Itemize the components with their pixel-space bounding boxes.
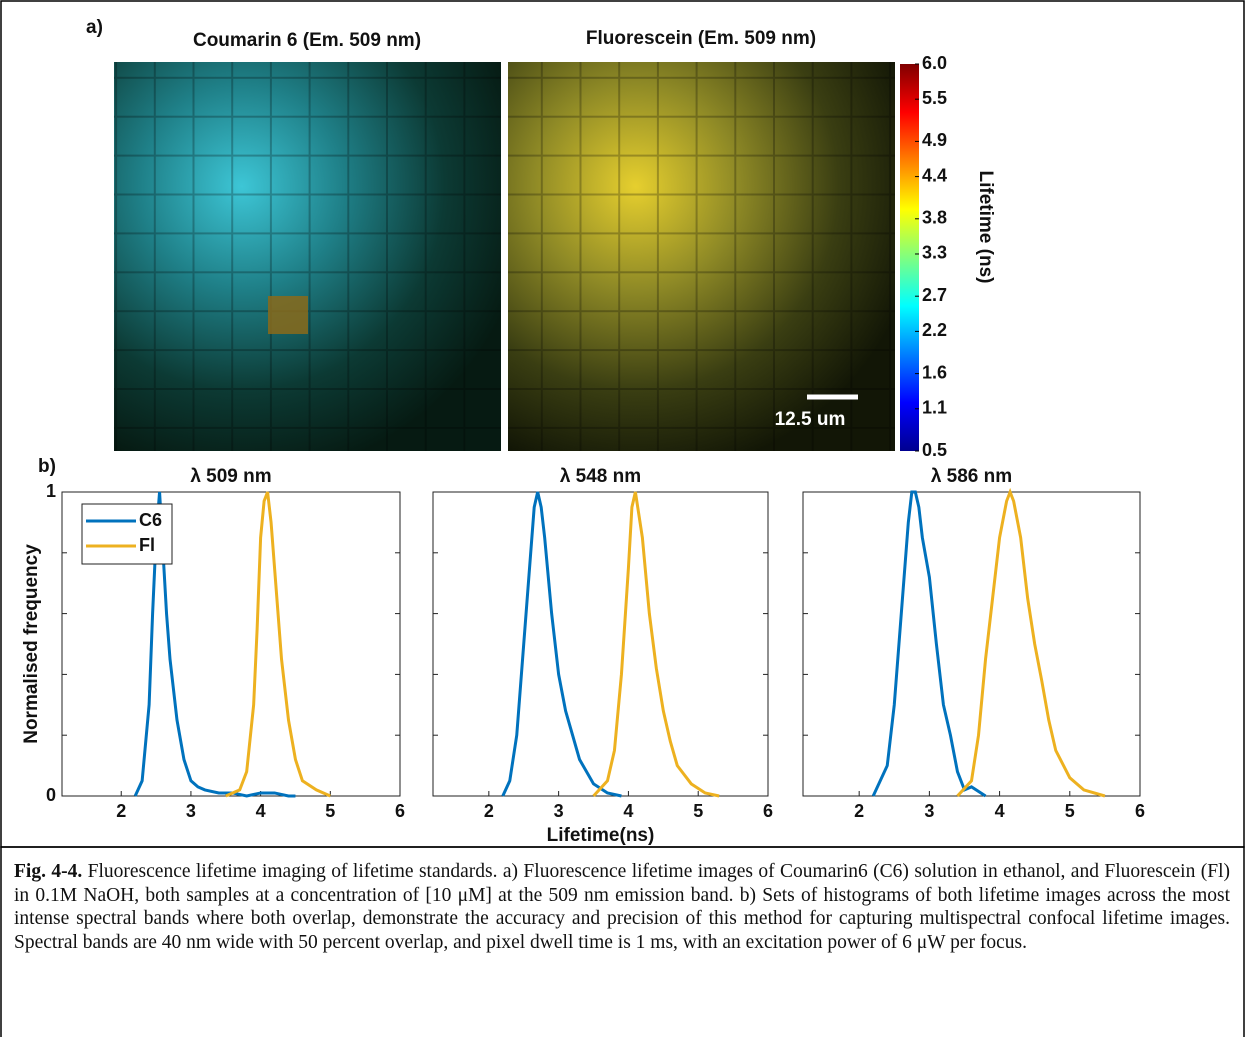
colorbar-tick-label: 4.9	[922, 130, 947, 150]
histogram-line	[501, 491, 622, 798]
x-tick-label: 5	[1065, 801, 1075, 821]
panel-label: a)	[86, 17, 103, 38]
image-tiles	[114, 62, 501, 451]
colorbar-tick-label: 0.5	[922, 440, 947, 460]
scale-bar-label: 12.5 um	[775, 409, 846, 430]
image-patch	[268, 296, 308, 334]
histogram-line	[871, 490, 987, 798]
y-axis-label: Normalised frequency	[21, 544, 42, 744]
colorbar-tick-label: 2.7	[922, 285, 947, 305]
legend-label: Fl	[139, 535, 155, 555]
y-tick-label: 1	[46, 481, 56, 501]
colorbar-tick-label: 2.2	[922, 320, 947, 340]
x-tick-label: 5	[693, 801, 703, 821]
caption: Fig. 4-4. Fluorescence lifetime imaging …	[14, 860, 1230, 954]
x-tick-label: 2	[116, 801, 126, 821]
image-tiles	[508, 62, 895, 451]
x-tick-label: 3	[924, 801, 934, 821]
legend-box	[81, 503, 173, 565]
colorbar-label: Lifetime (ns)	[975, 171, 996, 284]
image-title: Coumarin 6 (Em. 509 nm)	[193, 30, 421, 51]
x-tick-label: 6	[395, 801, 405, 821]
caption-label: Fig. 4-4.	[14, 861, 83, 882]
x-tick-label: 4	[995, 801, 1005, 821]
colorbar-tick-label: 1.1	[922, 398, 947, 418]
axes-box	[802, 491, 1141, 797]
x-tick-label: 3	[186, 801, 196, 821]
x-tick-label: 6	[1135, 801, 1145, 821]
y-tick-label: 0	[46, 785, 56, 805]
caption-border	[0, 846, 1245, 1037]
chart-title: λ 509 nm	[190, 466, 271, 487]
colorbar-tick-label: 3.8	[922, 208, 947, 228]
x-tick-label: 4	[256, 801, 266, 821]
histogram-line	[133, 491, 296, 798]
legend-label: C6	[139, 510, 162, 530]
colorbar	[900, 64, 919, 451]
x-tick-label: 4	[623, 801, 633, 821]
x-tick-label: 2	[854, 801, 864, 821]
colorbar-tick-label: 6.0	[922, 53, 947, 73]
colorbar-tick-label: 5.5	[922, 88, 947, 108]
x-axis-label: Lifetime(ns)	[547, 825, 655, 846]
x-tick-label: 2	[484, 801, 494, 821]
axes-box	[432, 491, 769, 797]
x-tick-label: 6	[763, 801, 773, 821]
x-tick-label: 3	[554, 801, 564, 821]
colorbar-tick-label: 3.3	[922, 243, 947, 263]
histogram-line	[956, 487, 1106, 798]
chart-title: λ 548 nm	[560, 466, 641, 487]
chart-title: λ 586 nm	[931, 466, 1012, 487]
panel-label: b)	[38, 456, 56, 477]
colorbar-tick-label: 1.6	[922, 362, 947, 382]
x-tick-label: 5	[325, 801, 335, 821]
histogram-line	[225, 491, 331, 798]
caption-text: Fluorescence lifetime imaging of lifetim…	[14, 861, 1230, 953]
image-title: Fluorescein (Em. 509 nm)	[586, 28, 816, 49]
histogram-line	[592, 491, 720, 798]
colorbar-tick-label: 4.4	[922, 165, 947, 185]
